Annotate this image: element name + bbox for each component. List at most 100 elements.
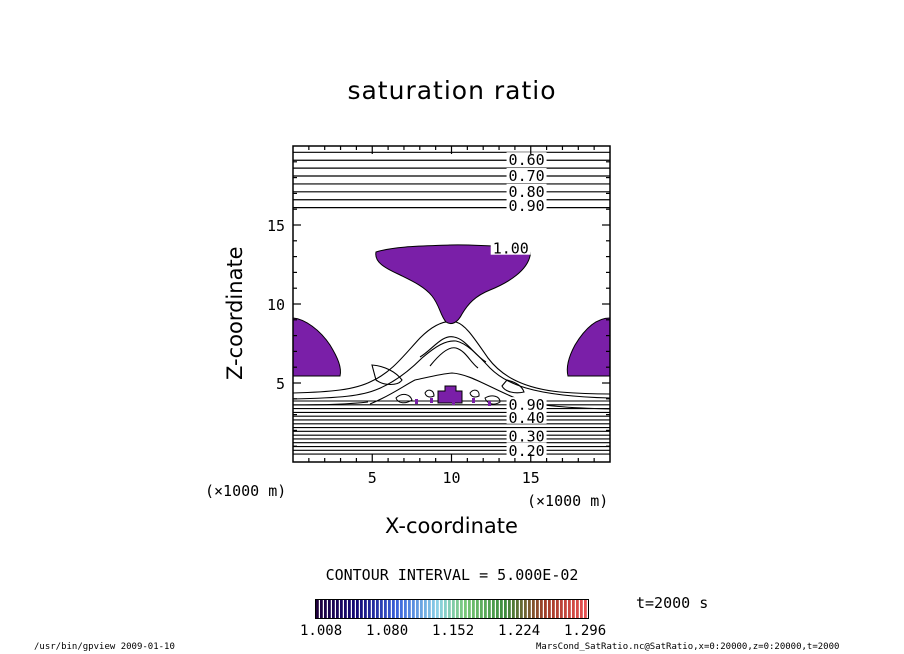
colorbar (315, 599, 589, 619)
contour-label: 0.90 (509, 396, 545, 414)
colorbar-cell (348, 600, 351, 618)
colorbar-tick-2: 1.080 (366, 623, 409, 639)
colorbar-cell (428, 600, 431, 618)
colorbar-cell (324, 600, 327, 618)
upper-shaded-region (375, 244, 531, 325)
left-shaded-region (292, 317, 341, 377)
contour-label: 0.20 (509, 442, 545, 460)
contour-label: 0.90 (509, 197, 545, 215)
colorbar-cell (360, 600, 363, 618)
colorbar-cell (404, 600, 407, 618)
colorbar-cell (468, 600, 471, 618)
x-unit-label: (×1000 m) (527, 492, 609, 510)
contour-label-bg (490, 240, 531, 255)
colorbar-cell (424, 600, 427, 618)
colorbar-cell (548, 600, 551, 618)
colorbar-cell (460, 600, 463, 618)
colorbar-cell (532, 600, 535, 618)
colorbar-cell (380, 600, 383, 618)
colorbar-cell (552, 600, 555, 618)
colorbar-cell (560, 600, 563, 618)
shaded-speck (488, 401, 491, 406)
contour-blob (424, 389, 435, 398)
colorbar-cell (504, 600, 507, 618)
colorbar-cell (376, 600, 379, 618)
colorbar-cell (384, 600, 387, 618)
colorbar-cell (452, 600, 455, 618)
contour-label-bg (506, 428, 547, 443)
colorbar-cell (540, 600, 543, 618)
time-label: t=2000 s (636, 594, 709, 612)
colorbar-cell (340, 600, 343, 618)
contour-label: 1.00 (493, 240, 529, 258)
chart-title: saturation ratio (347, 76, 557, 105)
colorbar-cell (572, 600, 575, 618)
colorbar-cell (476, 600, 479, 618)
colorbar-tick-3: 1.152 (432, 623, 475, 639)
colorbar-frame (315, 599, 589, 619)
colorbar-cell (576, 600, 579, 618)
contour-label-bg (506, 168, 547, 183)
colorbar-cell (456, 600, 459, 618)
contour-label-bg (506, 397, 547, 412)
x-tick-label: 5 (368, 469, 377, 487)
shaded-speck (430, 398, 433, 403)
contour-label-bg (506, 152, 547, 167)
colorbar-tick-4: 1.224 (498, 623, 541, 639)
contour-label-bg (506, 442, 547, 457)
x-tick-label: 10 (442, 469, 460, 487)
colorbar-cell (484, 600, 487, 618)
y-tick-label: 5 (276, 375, 285, 393)
colorbar-cell (444, 600, 447, 618)
shaded-speck (452, 400, 455, 405)
y-axis-label: Z-coordinate (223, 246, 247, 380)
footer-source: MarsCond_SatRatio.nc@SatRatio,x=0:20000,… (536, 642, 840, 652)
contour-line (292, 320, 611, 395)
colorbar-cell (420, 600, 423, 618)
center-shaded-region (437, 385, 463, 404)
colorbar-cell (512, 600, 515, 618)
y-unit-label: (×1000 m) (205, 482, 287, 500)
contour-label: 0.70 (509, 167, 545, 185)
colorbar-cell (392, 600, 395, 618)
colorbar-cell (440, 600, 443, 618)
colorbar-cell (500, 600, 503, 618)
contour-blob (395, 393, 413, 404)
colorbar-cell (564, 600, 567, 618)
colorbar-cell (344, 600, 347, 618)
shaded-speck (415, 399, 418, 404)
colorbar-cell (544, 600, 547, 618)
colorbar-cell (496, 600, 499, 618)
colorbar-cell (396, 600, 399, 618)
colorbar-cell (388, 600, 391, 618)
colorbar-cell (472, 600, 475, 618)
colorbar-cell (432, 600, 435, 618)
colorbar-cell (320, 600, 323, 618)
contour-line (292, 340, 611, 400)
contour-line (429, 347, 479, 369)
contour-line (371, 364, 403, 386)
y-tick-label: 10 (267, 296, 285, 314)
colorbar-cell (332, 600, 335, 618)
colorbar-cell (556, 600, 559, 618)
colorbar-cell (328, 600, 331, 618)
contour-label-bg (506, 183, 547, 198)
contour-blob (484, 395, 501, 405)
colorbar-cell (364, 600, 367, 618)
colorbar-cell (464, 600, 467, 618)
colorbar-cell (508, 600, 511, 618)
colorbar-cell (568, 600, 571, 618)
contour-blob (469, 389, 480, 398)
right-shaded-region (566, 317, 611, 377)
colorbar-cell (416, 600, 419, 618)
colorbar-cell (448, 600, 451, 618)
colorbar-cell (520, 600, 523, 618)
colorbar-cell (528, 600, 531, 618)
contour-label-bg (506, 198, 547, 213)
contour-label-bg (506, 409, 547, 424)
colorbar-cell (488, 600, 491, 618)
footer-program: /usr/bin/gpview 2009-01-10 (34, 642, 175, 652)
contour-line (419, 336, 487, 363)
colorbar-cell (584, 600, 587, 618)
colorbar-cell (536, 600, 539, 618)
